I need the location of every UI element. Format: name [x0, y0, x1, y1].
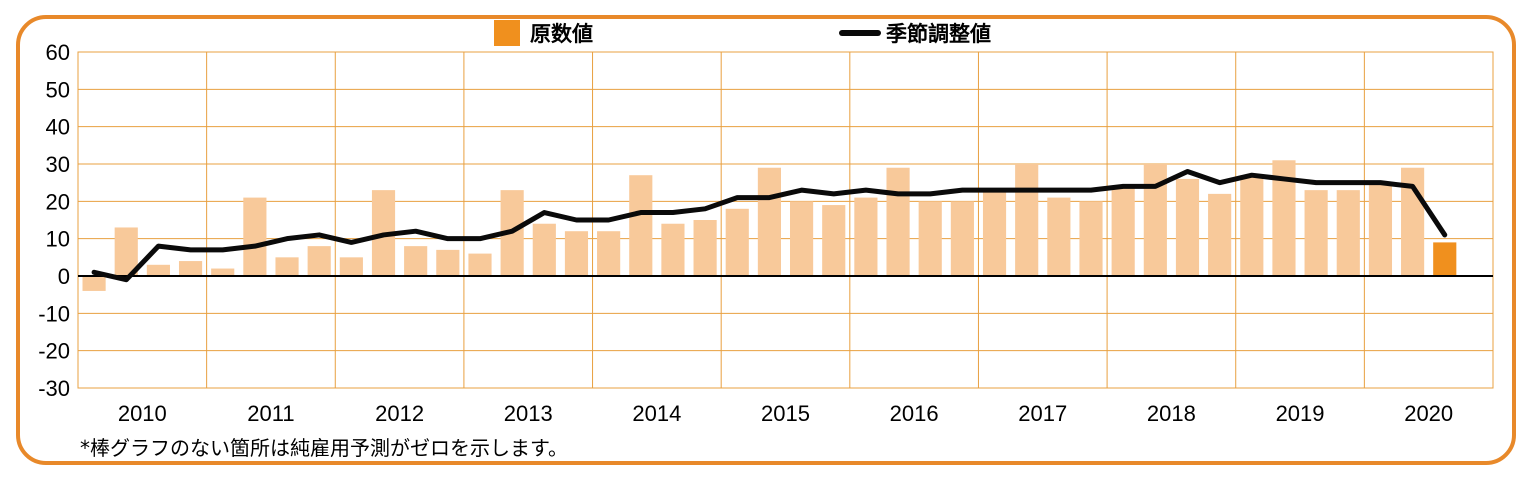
y-tick-label: -10 [38, 301, 70, 326]
bar-series [82, 160, 1457, 291]
line-series [91, 168, 1448, 283]
bar [307, 246, 331, 276]
x-tick-label: 2020 [1404, 401, 1453, 426]
x-tick-label: 2019 [1276, 401, 1325, 426]
seasonally-adjusted-line [91, 168, 1448, 283]
bar [854, 197, 878, 276]
bar [918, 201, 942, 276]
bar [468, 253, 492, 276]
bar [1336, 190, 1360, 276]
bar [1304, 190, 1328, 276]
bar [82, 276, 106, 291]
y-tick-label: -20 [38, 339, 70, 364]
bar [211, 268, 235, 276]
bar [404, 246, 428, 276]
bar [339, 257, 363, 276]
bar [822, 205, 846, 276]
x-tick-label: 2012 [375, 401, 424, 426]
bar [146, 264, 170, 276]
x-tick-label: 2015 [761, 401, 810, 426]
bar [114, 227, 138, 276]
bar [243, 197, 267, 276]
bar [1175, 178, 1200, 276]
y-tick-label: 40 [46, 115, 70, 140]
bar [1015, 164, 1039, 276]
y-axis: -30 -20 -10 0 10 20 30 40 50 60 [38, 40, 70, 401]
bar [1208, 193, 1232, 276]
bar [564, 231, 589, 276]
bar [661, 223, 685, 276]
y-tick-label: -30 [38, 376, 70, 401]
x-tick-label: 2018 [1147, 401, 1196, 426]
bar [1240, 175, 1264, 276]
x-tick-label: 2017 [1018, 401, 1067, 426]
bar [757, 167, 781, 276]
bar [1143, 164, 1167, 276]
x-axis: 2010 2011 2012 2013 2014 2015 2016 2017 2018 2019… [118, 401, 1453, 426]
x-tick-label: 2014 [632, 401, 681, 426]
bar [886, 167, 910, 276]
bar [1433, 242, 1457, 276]
y-tick-label: 10 [46, 227, 70, 252]
x-tick-label: 2013 [504, 401, 553, 426]
x-tick-label: 2011 [247, 401, 294, 426]
footnote: *棒グラフのない箇所は純雇用予測がゼロを示します。 [80, 436, 568, 460]
bar [178, 261, 203, 276]
bar [693, 220, 717, 276]
bar [982, 190, 1007, 276]
bar [629, 175, 653, 276]
bar [436, 249, 460, 276]
y-tick-label: 20 [46, 189, 70, 214]
bar [1272, 160, 1296, 276]
legend-line-label: 季節調整値 [886, 22, 991, 46]
bar [725, 208, 749, 276]
legend: 原数値 季節調整値 [494, 20, 991, 46]
bar [1111, 186, 1135, 276]
y-tick-label: 50 [46, 77, 70, 102]
legend-bar-label: 原数値 [530, 22, 593, 46]
bar [1368, 182, 1393, 276]
bar [532, 223, 556, 276]
bar [597, 231, 621, 276]
bar [1047, 197, 1071, 276]
bar [1079, 201, 1103, 276]
grid [77, 51, 1494, 389]
x-tick-label: 2010 [118, 401, 167, 426]
y-tick-label: 0 [58, 264, 70, 289]
bar [790, 201, 814, 276]
y-tick-label: 30 [46, 152, 70, 177]
bar [950, 201, 974, 276]
legend-bar-swatch [494, 20, 520, 46]
bar [275, 257, 299, 276]
x-tick-label: 2016 [890, 401, 939, 426]
y-tick-label: 60 [46, 40, 70, 65]
